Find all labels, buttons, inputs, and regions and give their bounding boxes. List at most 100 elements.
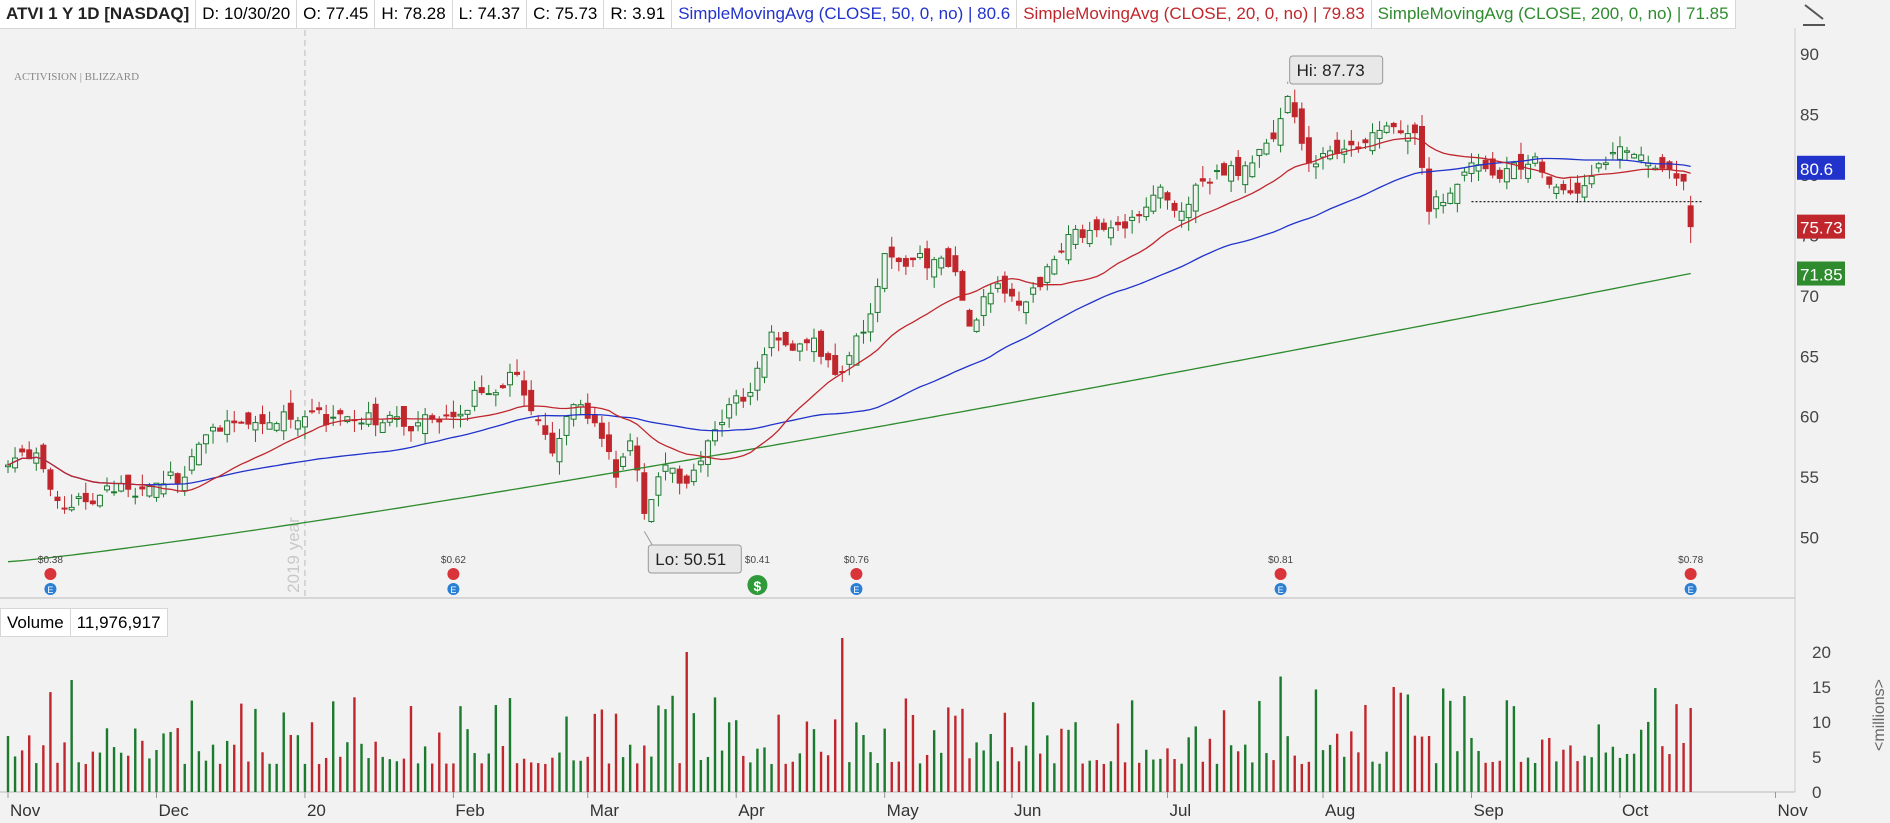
volume-bar (1632, 753, 1636, 792)
candle-body (1397, 130, 1404, 134)
volume-bar (1456, 751, 1459, 792)
candle-body (301, 416, 308, 428)
volume-bar (1385, 751, 1388, 792)
volume-bar (565, 716, 568, 792)
volume-bar (275, 763, 278, 792)
volume-bar (784, 763, 787, 792)
candle-body (1440, 201, 1447, 207)
volume-bar (763, 747, 766, 792)
volume-bar (480, 763, 483, 792)
volume-bar (1272, 760, 1275, 792)
volume-bar (1625, 753, 1629, 792)
candle-body (521, 380, 528, 396)
volume-bar (353, 697, 356, 792)
volume-bar (247, 761, 250, 792)
volume-bar (1265, 753, 1268, 792)
volume-bar (529, 762, 533, 792)
volume-bar (636, 763, 639, 792)
volume-bar (1526, 757, 1530, 792)
candle-body (853, 335, 860, 366)
high-callout-text: Hi: 87.73 (1297, 61, 1365, 80)
low-callout-pointer (643, 531, 653, 546)
candle-body (669, 467, 676, 474)
candle-body (726, 404, 733, 419)
candle-body (733, 395, 740, 404)
candle-body (818, 330, 825, 357)
volume-bar (1010, 747, 1014, 792)
volume-bar (1053, 763, 1056, 792)
volume-bar (6, 736, 10, 792)
volume-bar (1668, 754, 1671, 792)
candle-body (655, 476, 662, 496)
candle-body (987, 292, 994, 305)
candle-body (796, 343, 803, 352)
volume-bar (1434, 763, 1438, 792)
volume-bar (954, 715, 957, 792)
volume-bar (49, 692, 52, 792)
volume-bar (1484, 762, 1487, 792)
volume-bar (211, 744, 215, 792)
volume-bar (445, 763, 448, 792)
high-value: H: 78.28 (375, 0, 453, 28)
volume-tick-label: 20 (1812, 643, 1831, 662)
candle-body (1107, 227, 1114, 239)
volume-bar (932, 730, 936, 792)
sma200-study[interactable]: SimpleMovingAvg (CLOSE, 200, 0, no) | 71… (1372, 0, 1736, 28)
candle-body (499, 385, 506, 389)
sma20-study[interactable]: SimpleMovingAvg (CLOSE, 20, 0, no) | 79.… (1017, 0, 1372, 28)
sma200-value: 71.85 (1686, 4, 1729, 23)
volume-bar (1512, 706, 1516, 792)
x-tick-label: 20 (307, 801, 326, 820)
volume-bar (812, 729, 816, 792)
symbol-label[interactable]: ATVI 1 Y 1D [NASDAQ] (0, 0, 197, 28)
candle-body (82, 492, 89, 503)
x-tick-label: Nov (1778, 801, 1809, 820)
volume-bar (621, 757, 625, 792)
candle-body (1609, 151, 1616, 155)
price-badge-label: 80.6 (1800, 160, 1833, 179)
price-badge (1797, 214, 1845, 239)
candle-body (1433, 196, 1440, 210)
candle-body (1206, 181, 1213, 184)
candle-body (1588, 175, 1595, 185)
candle-body (1666, 161, 1673, 170)
candle-body (344, 416, 351, 423)
sma50-line (7, 157, 1691, 486)
volume-bar (1109, 761, 1113, 792)
volume-bar (982, 750, 985, 792)
candle-body (1560, 183, 1567, 191)
candle-body (1581, 185, 1588, 198)
candle-body (68, 506, 75, 511)
volume-tick-label: 10 (1812, 713, 1831, 732)
candle-body (40, 444, 47, 470)
price-tick-label: 50 (1800, 529, 1819, 548)
volume-bar (1152, 759, 1155, 792)
dividend-icon (747, 575, 768, 595)
candle-body (712, 429, 718, 442)
volume-bar (218, 763, 222, 792)
candle-body (881, 253, 888, 289)
candle-body (132, 495, 139, 498)
volume-bar (1540, 739, 1544, 792)
candle-body (754, 367, 761, 391)
volume-bar (1244, 744, 1247, 792)
volume-bar (1173, 759, 1176, 792)
volume-bar (961, 708, 964, 792)
volume-bar (431, 763, 434, 792)
volume-bar (1618, 757, 1622, 792)
sma20-value: 79.83 (1322, 4, 1365, 23)
dividend-label: $0.76 (844, 555, 869, 566)
volume-bar (911, 715, 915, 792)
candle-body (832, 355, 839, 375)
earnings-icon (1274, 583, 1287, 595)
candle-body (1489, 158, 1496, 176)
volume-bar (1194, 726, 1197, 792)
candle-body (195, 443, 202, 466)
volume-bar (699, 759, 703, 792)
volume-bar (770, 763, 773, 792)
candle-body (528, 389, 535, 412)
drawing-tool-icon[interactable] (1800, 2, 1828, 28)
sma50-study[interactable]: SimpleMovingAvg (CLOSE, 50, 0, no) | 80.… (672, 0, 1018, 28)
volume-bar (1300, 763, 1304, 792)
candle-body (1051, 259, 1058, 275)
